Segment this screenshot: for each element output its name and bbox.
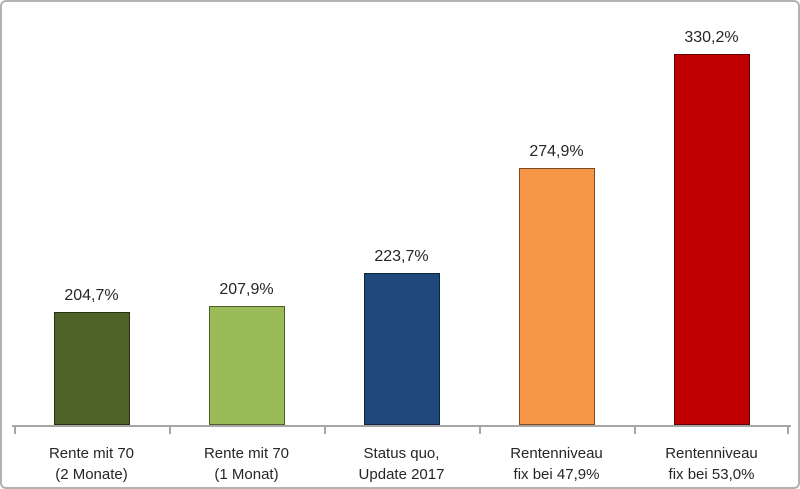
axis-tick <box>479 425 481 434</box>
bar-group: 330,2% <box>634 2 789 425</box>
axis-tick <box>169 425 171 434</box>
category-label: Rentenniveau fix bei 47,9% <box>510 445 603 483</box>
category-label: Rente mit 70 (1 Monat) <box>203 445 290 483</box>
category-label: Rentenniveau fix bei 53,0% <box>665 445 758 483</box>
bar <box>673 54 750 425</box>
category-label: Rente mit 70 (2 Monate) <box>48 445 135 483</box>
bar-value-label: 330,2% <box>684 29 739 46</box>
axis-tick <box>787 425 789 434</box>
bar <box>208 306 285 425</box>
bar <box>53 312 130 425</box>
bar-group: 207,9% <box>169 2 324 425</box>
axis-tick <box>634 425 636 434</box>
x-axis-ticks <box>14 425 789 434</box>
x-axis-line <box>12 425 791 427</box>
axis-tick <box>324 425 326 434</box>
bar <box>363 273 440 425</box>
axis-tick <box>14 425 16 434</box>
category-axis-labels: Rente mit 70 (2 Monate) Rente mit 70 (1 M… <box>14 443 789 485</box>
bar-group: 274,9% <box>479 2 634 425</box>
bar-value-label: 274,9% <box>529 143 584 160</box>
bar-value-label: 204,7% <box>64 287 119 304</box>
category-label: Status quo, Update 2017 <box>358 445 445 483</box>
bar-value-label: 223,7% <box>374 248 429 265</box>
plot-area: 204,7% 207,9% 223,7% 274,9% 330,2% <box>14 2 789 425</box>
bar <box>518 168 595 425</box>
bar-group: 223,7% <box>324 2 479 425</box>
bar-value-label: 207,9% <box>219 281 274 298</box>
bar-group: 204,7% <box>14 2 169 425</box>
